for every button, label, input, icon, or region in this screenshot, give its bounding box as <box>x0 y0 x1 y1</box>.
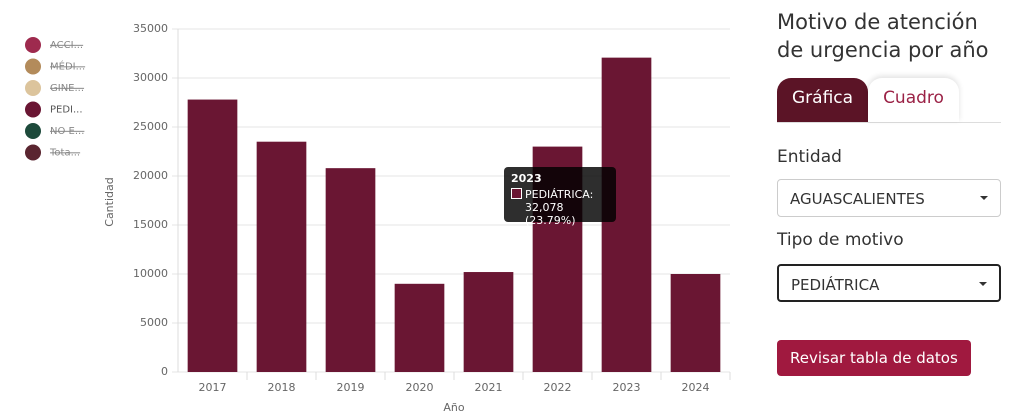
tab[interactable]: Gráfica <box>777 78 869 122</box>
bar <box>670 274 721 372</box>
x-tick-label: 2018 <box>268 381 296 394</box>
legend-label: ACCI... <box>50 40 83 51</box>
tooltip-series: PEDIÁTRICA: <box>525 188 594 201</box>
tabs: Gráfica Cuadro <box>777 78 1001 123</box>
x-tick-label: 2020 <box>406 381 434 394</box>
panel: Motivo de atención de urgencia por año G… <box>777 8 1001 376</box>
x-axis-label: Año <box>443 401 464 412</box>
y-tick-label: 30000 <box>133 71 168 84</box>
x-tick-label: 2024 <box>682 381 710 394</box>
bar <box>463 272 514 372</box>
panel-title: Motivo de atención de urgencia por año <box>777 10 989 62</box>
legend-marker <box>25 123 41 139</box>
bar <box>187 99 238 372</box>
tooltip: 2023 PEDIÁTRICA: 32,078 (23.79%) <box>504 167 616 227</box>
y-axis-label: Cantidad <box>103 177 116 226</box>
x-tick-label: 2017 <box>199 381 227 394</box>
legend-label: PEDI... <box>50 105 83 116</box>
y-tick-label: 15000 <box>133 218 168 231</box>
bar <box>325 168 376 372</box>
y-tick-label: 10000 <box>133 267 168 280</box>
legend-marker <box>25 37 41 53</box>
tooltip-value: 32,078 (23.79%) <box>525 201 576 227</box>
tooltip-title: 2023 <box>511 172 542 185</box>
entity-label: Entidad <box>777 147 842 167</box>
legend-marker <box>25 101 41 118</box>
y-tick-label: 35000 <box>133 22 168 35</box>
legend-label: Tota... <box>49 148 80 159</box>
y-tick-label: 20000 <box>133 169 168 182</box>
y-tick-label: 0 <box>161 365 168 378</box>
legend-label: MÉDI... <box>50 60 85 73</box>
legend-marker <box>25 144 41 161</box>
y-tick-label: 5000 <box>140 316 168 329</box>
data-button[interactable]: Revisar tabla de datos <box>777 340 971 376</box>
bar <box>394 283 445 372</box>
x-tick-label: 2021 <box>475 381 503 394</box>
legend-marker <box>25 80 41 96</box>
y-tick-label: 25000 <box>133 120 168 133</box>
legend-marker <box>25 58 41 75</box>
bar <box>256 141 307 372</box>
x-tick-label: 2023 <box>613 381 641 394</box>
x-tick-label: 2019 <box>337 381 365 394</box>
legend-label: NO E... <box>50 126 84 137</box>
type-select[interactable]: PEDIÁTRICA <box>777 264 1001 302</box>
tab[interactable]: Cuadro <box>868 78 959 122</box>
type-label: Tipo de motivo <box>777 230 904 250</box>
legend-label: GINE... <box>50 83 84 94</box>
chart: Cantidad Año 0 5000 10000 15000 20000 25000 30… <box>25 22 731 412</box>
x-tick-label: 2022 <box>544 381 572 394</box>
entity-select[interactable]: AGUASCALIENTES <box>777 179 1001 217</box>
